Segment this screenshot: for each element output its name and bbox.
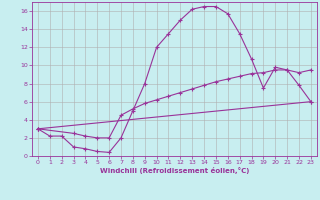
X-axis label: Windchill (Refroidissement éolien,°C): Windchill (Refroidissement éolien,°C) xyxy=(100,167,249,174)
